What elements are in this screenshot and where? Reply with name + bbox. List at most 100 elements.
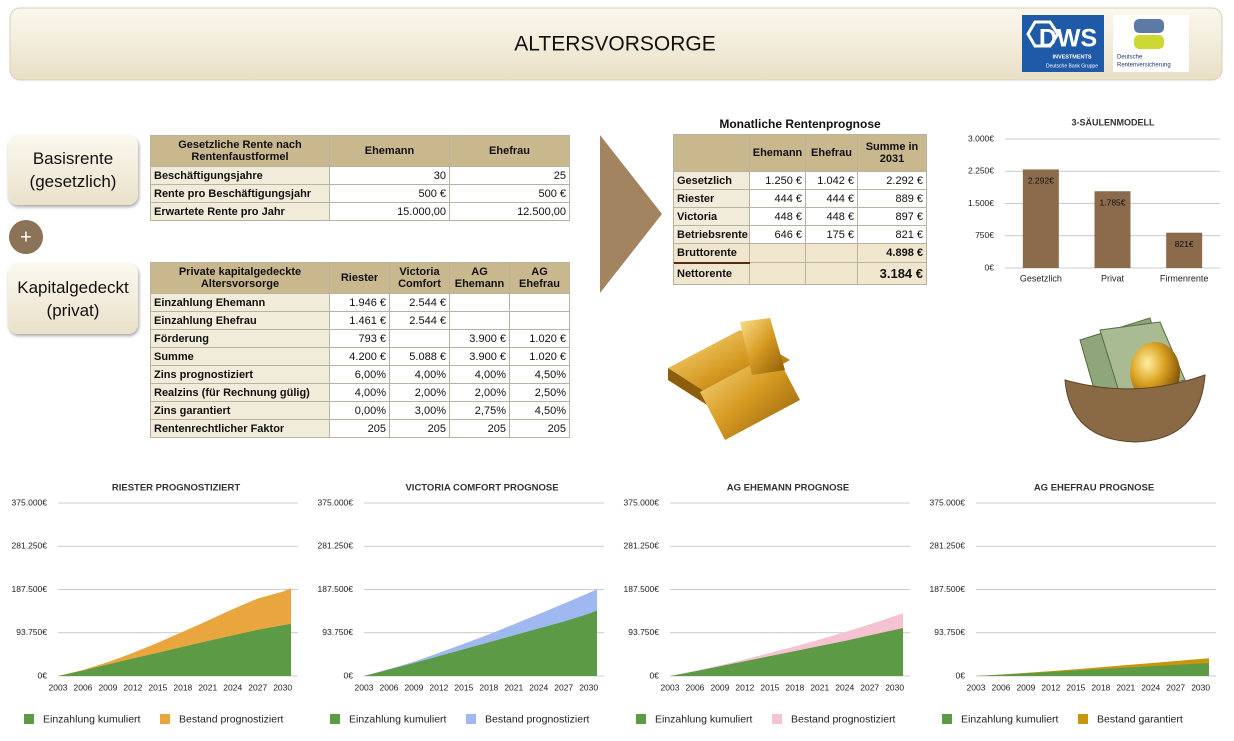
x-tick-label: 2030 — [579, 682, 598, 692]
table-cell: 2,50% — [510, 384, 570, 402]
row-label: Beschäftigungsjahre — [150, 167, 330, 185]
y-tick-label: 0€ — [650, 670, 660, 680]
legend-swatch — [24, 714, 34, 724]
table-cell: 5.088 € — [390, 348, 450, 366]
legend-swatch — [160, 714, 170, 724]
x-tick-label: 2027 — [554, 682, 573, 692]
bar — [1022, 169, 1059, 268]
button-line: Kapitalgedeckt — [17, 277, 129, 297]
y-tick-label: 375.000€ — [624, 497, 660, 507]
legend-label: Einzahlung kumuliert — [43, 713, 141, 725]
x-tick-label: 2024 — [835, 682, 854, 692]
table-cell: 444 € — [806, 190, 858, 208]
underline — [674, 262, 750, 264]
table-cell: 1.020 € — [510, 330, 570, 348]
gold-bar — [740, 318, 785, 375]
arrow — [600, 135, 662, 293]
table-cell: 3,00% — [390, 402, 450, 420]
row-label: Zins garantiert — [150, 402, 330, 420]
row-label: Riester — [673, 190, 750, 208]
x-tick-label: 2018 — [785, 682, 804, 692]
x-tick-label: Firmenrente — [1160, 273, 1209, 283]
y-tick-label: 1.500€ — [968, 198, 994, 208]
dws-line2: Deutsche Bank Gruppe — [1046, 63, 1098, 69]
dws-logo — [1022, 15, 1104, 72]
x-tick-label: 2009 — [710, 682, 729, 692]
dws-line1: INVESTMENTS — [1052, 54, 1091, 60]
chart-title: RIESTER PROGNOSTIZIERT — [112, 483, 240, 494]
table-cell — [510, 294, 570, 312]
y-tick-label: 375.000€ — [318, 497, 354, 507]
table-cell: 1.042 € — [806, 172, 858, 190]
table-cell — [750, 244, 806, 263]
area — [670, 628, 903, 676]
x-tick-label: 2021 — [810, 682, 829, 692]
table-cell: 448 € — [750, 208, 806, 226]
table-cell: 25 — [450, 167, 570, 185]
table-cell: 2,75% — [450, 402, 510, 420]
value-label: 821€ — [1175, 239, 1194, 249]
row-label: Einzahlung Ehefrau — [150, 312, 330, 330]
y-tick-label: 0€ — [985, 262, 995, 272]
gold-bar — [700, 352, 800, 440]
x-tick-label: 2015 — [148, 682, 167, 692]
area — [364, 610, 597, 676]
table-cell: 4.200 € — [330, 348, 390, 366]
table-cell: 2.544 € — [390, 312, 450, 330]
header-cell: Private kapitalgedeckte Altersvorsorge — [150, 262, 330, 294]
x-tick-label: 2027 — [860, 682, 879, 692]
table-cell: 448 € — [806, 208, 858, 226]
legend-label: Einzahlung kumuliert — [655, 713, 753, 725]
x-tick-label: 2006 — [380, 682, 399, 692]
x-tick-label: 2003 — [49, 682, 68, 692]
table-cell: 0,00% — [330, 402, 390, 420]
value-label: 2.292€ — [1028, 176, 1054, 186]
page-title: ALTERSVORSORGE — [514, 33, 716, 56]
kapitalgedeckt-button[interactable]: Kapitalgedeckt (privat) — [8, 263, 138, 334]
y-tick-label: 187.500€ — [624, 584, 660, 594]
plus-circle — [9, 220, 43, 254]
table-cell: 2.292 € — [858, 172, 927, 190]
table-cell: 500 € — [330, 185, 450, 203]
legend-swatch — [772, 714, 782, 724]
table-cell — [450, 294, 510, 312]
y-tick-label: 0€ — [956, 670, 966, 680]
y-tick-label: 750€ — [975, 230, 994, 240]
row-label: Summe — [150, 348, 330, 366]
legend-swatch — [942, 714, 952, 724]
row-label: Zins prognostiziert — [150, 366, 330, 384]
nest-image — [1064, 317, 1206, 443]
x-tick-label: 2018 — [1091, 682, 1110, 692]
x-tick-label: 2015 — [760, 682, 779, 692]
table-cell: 444 € — [750, 190, 806, 208]
table-cell: 3.184 € — [858, 263, 927, 285]
button-line: Basisrente — [32, 149, 114, 168]
table-cell: 4,00% — [450, 366, 510, 384]
value-label: 1.785€ — [1100, 197, 1126, 207]
row-label: Einzahlung Ehemann — [150, 294, 330, 312]
row-label: Förderung — [150, 330, 330, 348]
chart-title: AG EHEMANN PROGNOSE — [727, 483, 849, 494]
x-tick-label: 2018 — [479, 682, 498, 692]
table-cell: 2.544 € — [390, 294, 450, 312]
y-tick-label: 187.500€ — [318, 584, 354, 594]
table-cell: 2,00% — [450, 384, 510, 402]
legend-label: Bestand prognostiziert — [485, 713, 590, 725]
bar — [1166, 232, 1203, 268]
row-label: Erwartete Rente pro Jahr — [150, 203, 330, 221]
table-cell: 1.946 € — [330, 294, 390, 312]
header-bar — [9, 7, 1223, 81]
x-tick-label: 2015 — [454, 682, 473, 692]
legend-label: Einzahlung kumuliert — [961, 713, 1059, 725]
table-cell: 205 — [510, 420, 570, 438]
x-tick-label: 2024 — [1141, 682, 1160, 692]
table-cell — [450, 312, 510, 330]
table-cell: 1.250 € — [750, 172, 806, 190]
legend-label: Einzahlung kumuliert — [349, 713, 447, 725]
drv-shape-green — [1134, 35, 1164, 49]
basisrente-button[interactable]: Basisrente (gesetzlich) — [8, 135, 138, 205]
x-tick-label: 2012 — [1041, 682, 1060, 692]
row-label: Bruttorente — [673, 244, 750, 263]
x-tick-label: 2030 — [273, 682, 292, 692]
